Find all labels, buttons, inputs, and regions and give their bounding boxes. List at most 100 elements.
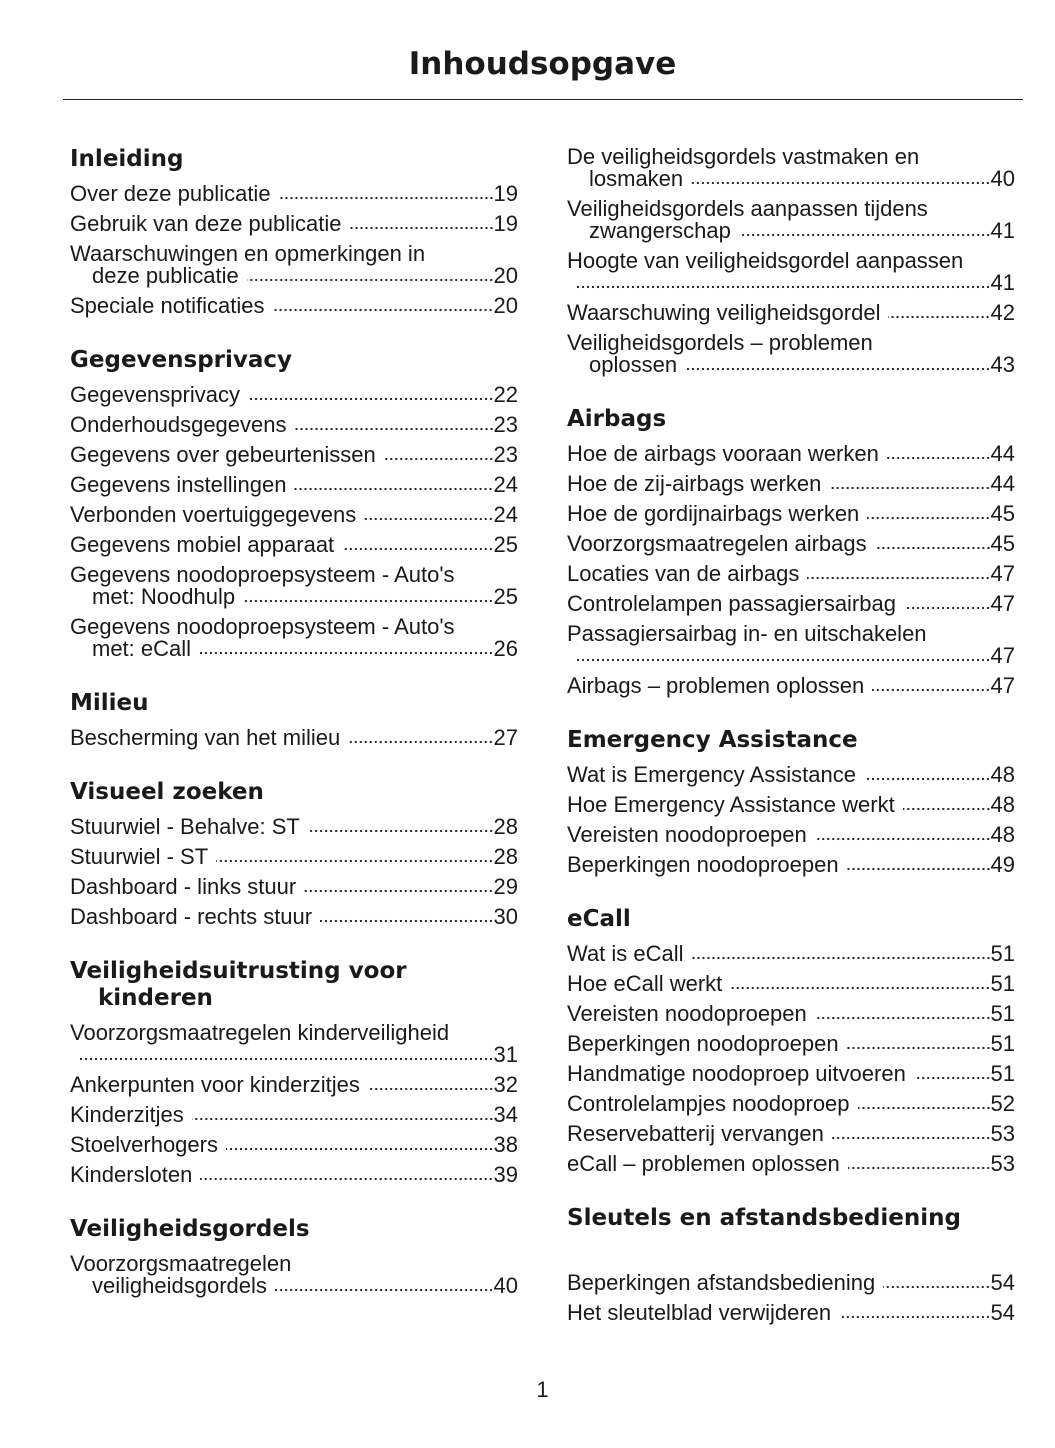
- toc-entry: eCall – problemen oplossen 53: [567, 1153, 1015, 1175]
- toc-section: Airbags Hoe de airbags vooraan werken 44 Ho…: [567, 406, 1015, 697]
- leader: 51: [684, 943, 1015, 965]
- page-ref: 48: [990, 822, 1015, 847]
- entry-row: met: Noodhulp 25: [70, 586, 518, 608]
- entry-row: Locaties van de airbags 47: [567, 563, 1015, 585]
- page-ref: 45: [990, 501, 1015, 526]
- dot-leader: [200, 1177, 494, 1181]
- page-number: 1: [536, 1377, 549, 1402]
- section-heading: Emergency Assistance: [567, 727, 858, 753]
- page-ref: 40: [990, 166, 1015, 191]
- toc-entry: Stuurwiel - Behalve: ST 28: [70, 816, 518, 838]
- dot-leader: [857, 1106, 991, 1110]
- entry-text: Hoe Emergency Assistance werkt: [567, 792, 895, 817]
- leader: 41: [731, 220, 1015, 242]
- page-ref: 20: [493, 263, 518, 288]
- toc-entry: Verbonden voertuiggegevens 24: [70, 504, 518, 526]
- dot-leader: [685, 367, 991, 371]
- leader: 41: [567, 272, 1015, 294]
- dot-leader: [691, 181, 991, 185]
- entry-text: Stuurwiel - ST: [70, 844, 209, 869]
- toc-entry: Waarschuwing veiligheidsgordel 42: [567, 302, 1015, 324]
- dot-leader: [883, 1285, 991, 1289]
- dot-leader: [847, 1166, 991, 1170]
- entry-row: Stoelverhogers 38: [70, 1134, 518, 1156]
- entry-text: Voorzorgsmaatregelen: [70, 1251, 292, 1276]
- toc-entry: Voorzorgsmaatregelen veiligheidsgordels 40: [70, 1253, 518, 1297]
- entry-text: Beperkingen noodoproepen: [567, 1031, 839, 1056]
- entry-text: Reservebatterij vervangen: [567, 1121, 824, 1146]
- toc-entry: Onderhoudsgegevens 23: [70, 414, 518, 436]
- entry-text: Passagiersairbag in- en uitschakelen: [567, 621, 927, 646]
- dot-leader: [691, 956, 991, 960]
- leader: 51: [839, 1033, 1015, 1055]
- entry-row: Bescherming van het milieu 27: [70, 727, 518, 749]
- page-ref: 48: [990, 762, 1015, 787]
- leader: 31: [70, 1044, 518, 1066]
- entry-text: De veiligheidsgordels vastmaken en: [567, 144, 920, 169]
- toc-entry: Gebruik van deze publicatie 19: [70, 213, 518, 235]
- entry-text: Voorzorgsmaatregelen kinderveiligheid: [70, 1020, 450, 1045]
- entry-text: Waarschuwingen en opmerkingen in: [70, 241, 426, 266]
- leader: 49: [839, 854, 1015, 876]
- toc-section: Sleutels en afstandsbediening Beperkingen…: [567, 1205, 1015, 1324]
- entry-text: Ankerpunten voor kinderzitjes: [70, 1072, 360, 1097]
- leader: 54: [875, 1272, 1015, 1294]
- page-ref: 51: [990, 1031, 1015, 1056]
- toc-entry: Hoe de zij-airbags werken 44: [567, 473, 1015, 495]
- toc-entry: Controlelampen passagiersairbag 47: [567, 593, 1015, 615]
- dot-leader: [863, 777, 991, 781]
- page-ref: 51: [990, 1061, 1015, 1086]
- leader: 54: [831, 1302, 1015, 1324]
- dot-leader: [320, 919, 494, 923]
- entry-row: losmaken 40: [567, 168, 1015, 190]
- toc-entry: Speciale notificaties 20: [70, 295, 518, 317]
- leader: 52: [850, 1093, 1015, 1115]
- toc-entry: Stuurwiel - ST 28: [70, 846, 518, 868]
- entry-text: Hoe de gordijnairbags werken: [567, 501, 860, 526]
- toc-section: Milieu Bescherming van het milieu 27: [70, 690, 518, 749]
- page-ref: 48: [990, 792, 1015, 817]
- toc-entry: Beperkingen noodoproepen 49: [567, 854, 1015, 876]
- column: Inleiding Over deze publicatie 19 Gebruik v…: [70, 146, 518, 1327]
- leader: 47: [896, 593, 1015, 615]
- entry-text: Gegevens noodoproepsysteem - Auto's: [70, 562, 455, 587]
- page-ref: 39: [493, 1162, 518, 1187]
- page-ref: 31: [493, 1042, 518, 1067]
- entry-text: Vereisten noodoproepen: [567, 1001, 807, 1026]
- leader: 28: [300, 816, 518, 838]
- entry-row: zwangerschap 41: [567, 220, 1015, 242]
- leader: 42: [880, 302, 1015, 324]
- leader: 20: [264, 295, 518, 317]
- entry-text: veiligheidsgordels: [92, 1273, 267, 1298]
- section-heading: Veiligheidsgordels: [70, 1216, 310, 1242]
- entry-row: Stuurwiel - Behalve: ST 28: [70, 816, 518, 838]
- toc-entry: Veiligheidsgordels aanpassen tijdens zwan…: [567, 198, 1015, 242]
- section-heading: Milieu: [70, 690, 149, 716]
- page-ref: 54: [990, 1270, 1015, 1295]
- toc-section: De veiligheidsgordels vastmaken en losmak…: [567, 146, 1015, 376]
- toc-section: Gegevensprivacy Gegevensprivacy 22 Onderhou…: [70, 347, 518, 660]
- toc-entry: Hoe Emergency Assistance werkt 48: [567, 794, 1015, 816]
- page-ref: 45: [990, 531, 1015, 556]
- page-ref: 34: [493, 1102, 518, 1127]
- toc-entry: Over deze publicatie 19: [70, 183, 518, 205]
- entry-row: Over deze publicatie 19: [70, 183, 518, 205]
- entry-text: Wat is eCall: [567, 941, 684, 966]
- entry-text: Gegevens mobiel apparaat: [70, 532, 335, 557]
- entry-row: Beperkingen noodoproepen 51: [567, 1033, 1015, 1055]
- dot-leader: [831, 1136, 991, 1140]
- entry-text: Controlelampjes noodoproep: [567, 1091, 850, 1116]
- dot-leader: [274, 1288, 494, 1292]
- entry-row: Waarschuwing veiligheidsgordel 42: [567, 302, 1015, 324]
- leader: 26: [191, 638, 518, 660]
- page-ref: 44: [990, 471, 1015, 496]
- leader: 25: [334, 534, 518, 556]
- dot-leader: [349, 226, 494, 230]
- leader: 19: [271, 183, 518, 205]
- leader: 51: [906, 1063, 1015, 1085]
- dot-leader: [829, 486, 991, 490]
- leader: 24: [286, 474, 518, 496]
- page-ref: 44: [990, 441, 1015, 466]
- leader: 20: [239, 265, 518, 287]
